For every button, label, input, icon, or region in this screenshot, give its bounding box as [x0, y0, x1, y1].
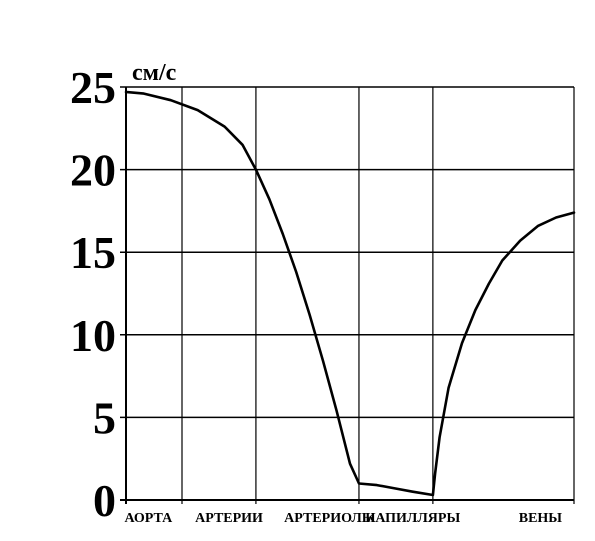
y-tick-label: 25 [70, 62, 116, 113]
y-tick-label: 0 [93, 475, 116, 526]
y-tick-label: 10 [70, 310, 116, 361]
x-category-label: АРТЕРИИ [195, 511, 263, 526]
x-category-label: ВЕНЫ [519, 511, 563, 526]
y-tick-label: 20 [70, 145, 116, 196]
x-category-label: КАПИЛЛЯРЫ [365, 511, 460, 526]
y-axis-unit-label: см/с [132, 60, 177, 86]
y-tick-labels: 0 5 10 15 20 25 [70, 62, 116, 526]
grid [120, 86, 575, 504]
series-line [124, 90, 576, 497]
series-group [124, 90, 576, 497]
x-category-label: АОРТА [125, 511, 174, 526]
y-tick-label: 5 [93, 392, 116, 443]
x-category-label: АРТЕРИОЛЫ [284, 511, 376, 526]
y-tick-label: 15 [70, 227, 116, 278]
